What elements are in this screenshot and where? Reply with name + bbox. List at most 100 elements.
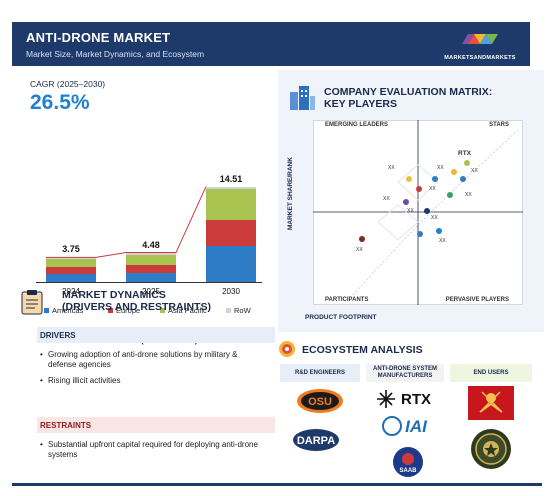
bottom-rule [12,483,542,486]
bar-total-label: 14.51 [219,173,243,184]
clipboard-icon [21,289,43,315]
bar-segment-asia-pacific [46,259,96,268]
matrix-dot [406,176,412,182]
cagr-value: 26.5% [30,91,90,114]
building-icon [287,82,317,112]
svg-text:DARPA: DARPA [297,435,335,447]
osu-logo: OSU [296,388,344,414]
svg-text:SAAB: SAAB [399,468,417,474]
legend-label: Americas [52,306,84,315]
saab-logo: SAAB [392,446,424,478]
chart-baseline [36,282,262,283]
darpa-logo: DARPA [292,428,340,452]
company-placeholder: XX [356,247,363,253]
company-placeholder: XX [437,165,444,171]
eco-column-manufacturers: ANTI-DRONE SYSTEM MANUFACTURERS [366,364,444,382]
matrix-title-line2: KEY PLAYERS [324,98,397,110]
bar-segment-row [206,186,256,190]
bar-segment-asia-pacific [126,254,176,265]
matrix-dot [403,199,409,205]
bar-segment-row [46,257,96,260]
matrix-dot [447,192,453,198]
legend-item-row: RoW [226,306,251,315]
iai-logo: IAI [382,414,438,438]
matrix-title: COMPANY EVALUATION MATRIX: KEY PLAYERS [324,86,492,110]
dynamics-title-line2: (DRIVERS AND RESTRAINTS) [62,301,211,313]
bar-segment-americas [206,246,256,282]
brand-logo: MARKETSANDMARKETS [440,26,520,64]
bar-segment-americas [46,274,96,282]
eco-column-end-users: END USERS [450,364,532,382]
bar-segment-europe [126,264,176,273]
company-placeholder: XX [471,168,478,174]
brand-name: MARKETSANDMARKETS [444,55,516,61]
matrix-dot [436,228,442,234]
ecosystem-title: ECOSYSTEM ANALYSIS [302,344,423,356]
legend-label: Europe [116,306,141,315]
company-placeholder: XX [407,208,414,214]
header-banner: ANTI-DRONE MARKET Market Size, Market Dy… [12,22,530,66]
company-matrix-panel: COMPANY EVALUATION MATRIX: KEY PLAYERS E… [278,70,544,332]
matrix-dot [416,186,422,192]
matrix-dot [432,176,438,182]
matrix-dot [460,176,466,182]
restraint-item: Substantial upfront capital required for… [40,440,266,460]
bar-segment-europe [206,219,256,247]
drivers-header: DRIVERS [37,327,275,343]
matrix-dot [424,208,430,214]
matrix-dot [359,236,365,242]
quadrant-stars: STARS [489,122,509,128]
army-emblem-icon [468,386,514,420]
page-subtitle: Market Size, Market Dynamics, and Ecosys… [26,49,205,59]
svg-text:IAI: IAI [405,417,428,436]
svg-text:OSU: OSU [308,396,332,408]
rtx-logo: RTX [376,388,436,410]
x-tick-label: 2030 [222,287,240,296]
matrix-dot [417,231,423,237]
evaluation-matrix: EMERGING LEADERS STARS PARTICIPANTS PERV… [313,120,523,305]
legend-swatch [226,308,231,313]
driver-item: Rising illicit activities [40,376,266,386]
bar-total-label: 4.48 [142,239,160,250]
legend-label: RoW [234,306,251,315]
driver-item: Growing adoption of anti-drone solutions… [40,350,266,370]
legend-swatch [160,308,165,313]
growth-connector [46,186,207,258]
quadrant-emerging-leaders: EMERGING LEADERS [325,122,389,128]
dynamics-title: MARKET DYNAMICS (DRIVERS AND RESTRAINTS) [62,289,211,313]
page-title: ANTI-DRONE MARKET [26,30,171,45]
legend-label: Asia Pacific [168,306,207,315]
legend-swatch [44,308,49,313]
matrix-dot [451,169,457,175]
company-placeholder: XX [383,196,390,202]
x-axis-label: PRODUCT FOOTPRINT [305,314,377,321]
x-tick-label: 2024 [62,287,80,296]
dynamics-title-line1: MARKET DYNAMICS [62,289,166,301]
company-placeholder: XX [388,165,395,171]
bar-segment-asia-pacific [206,189,256,220]
bar-segment-europe [46,267,96,275]
eco-column-rd: R&D ENGINEERS [280,364,360,382]
ecosystem-icon [278,340,296,358]
company-placeholder: XX [439,238,446,244]
svg-text:RTX: RTX [401,391,431,408]
legend-item-europe: Europe [108,306,140,315]
company-placeholder: XX [429,186,436,192]
company-placeholder: XX [431,215,438,221]
rtx-label: RTX [458,150,471,157]
matrix-dot-rtx [464,160,470,166]
market-size-panel: CAGR (2025–2030) 26.5% 3.75 2024 4.48 2025 1… [12,70,270,480]
company-placeholder: XX [465,192,472,198]
quadrant-participants: PARTICIPANTS [325,297,369,303]
cagr-label: CAGR (2025–2030) [30,79,106,89]
y-axis-label: MARKET SHARE/RANK [287,157,294,230]
quadrant-pervasive-players: PERVASIVE PLAYERS [445,297,509,303]
bar-segment-americas [126,272,176,282]
matrix-title-line1: COMPANY EVALUATION MATRIX: [324,86,493,98]
legend-item-asia-pacific: Asia Pacific [160,306,207,315]
x-tick-label: 2025 [142,287,160,296]
restraints-header: RESTRAINTS [37,417,275,433]
bar-segment-row [126,252,176,255]
seal-emblem-icon [470,428,512,470]
legend-item-americas: Americas [44,306,83,315]
